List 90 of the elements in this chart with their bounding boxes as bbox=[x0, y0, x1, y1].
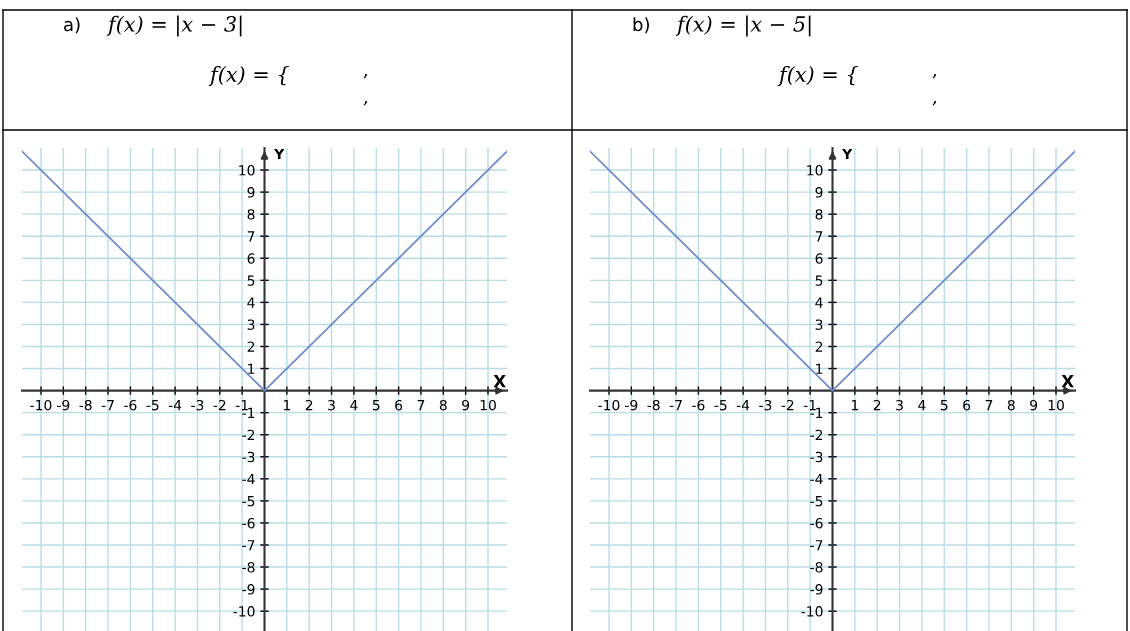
x-tick-label: 2 bbox=[873, 399, 881, 411]
y-tick-label: -9 bbox=[242, 584, 255, 595]
x-tick-label: 6 bbox=[395, 399, 403, 411]
y-tick-label: 9 bbox=[815, 187, 823, 198]
y-tick-label: 8 bbox=[247, 209, 255, 220]
x-axis-title: X bbox=[1061, 374, 1074, 388]
x-tick-label: 9 bbox=[1030, 399, 1038, 411]
x-tick-label: 8 bbox=[439, 399, 447, 411]
y-tick-label: -9 bbox=[810, 584, 823, 595]
y-tick-label: 10 bbox=[239, 165, 255, 176]
text: f(x) = { bbox=[777, 65, 858, 87]
x-tick-label: 2 bbox=[305, 399, 313, 411]
y-tick-label: -6 bbox=[810, 517, 823, 529]
y-tick-label: -5 bbox=[810, 496, 823, 507]
y-tick-label: 1 bbox=[816, 363, 823, 374]
x-tick-label: 5 bbox=[372, 400, 380, 411]
y-tick-label: -8 bbox=[242, 562, 255, 573]
x-tick-label: 7 bbox=[417, 400, 425, 411]
x-tick-label: 6 bbox=[963, 399, 971, 411]
y-tick-label: -6 bbox=[242, 517, 255, 529]
x-tick-label: -9 bbox=[57, 399, 70, 411]
x-tick-label: -4 bbox=[168, 400, 182, 411]
x-tick-label: -8 bbox=[647, 399, 660, 411]
x-axis-title: X bbox=[493, 374, 506, 388]
x-tick-label: -6 bbox=[124, 399, 137, 411]
x-tick-label: -10 bbox=[30, 399, 52, 411]
y-tick-label: 6 bbox=[815, 253, 823, 264]
y-tick-label: -4 bbox=[242, 473, 255, 485]
y-tick-label: -10 bbox=[233, 606, 255, 617]
x-tick-label: 10 bbox=[480, 399, 496, 411]
x-tick-label: -2 bbox=[781, 399, 794, 411]
y-tick-label: 7 bbox=[815, 231, 823, 242]
x-tick-label: -4 bbox=[736, 400, 750, 411]
y-tick-label: 4 bbox=[815, 297, 823, 308]
text: , bbox=[932, 100, 936, 106]
chart-subtitle: f(x) = |x − 3| bbox=[106, 15, 242, 37]
y-tick-label: -5 bbox=[242, 496, 255, 507]
y-axis-title: Y bbox=[842, 148, 853, 160]
x-tick-label: -2 bbox=[213, 399, 226, 411]
y-tick-label: 3 bbox=[815, 319, 823, 330]
y-tick-label: 3 bbox=[247, 319, 255, 330]
y-tick-label: -4 bbox=[810, 473, 823, 485]
y-tick-label: 1 bbox=[248, 363, 255, 374]
y-tick-label: 2 bbox=[815, 341, 823, 352]
x-tick-label: -6 bbox=[692, 399, 705, 411]
y-tick-label: -3 bbox=[810, 451, 823, 463]
y-tick-label: -3 bbox=[242, 451, 255, 463]
x-tick-label: -3 bbox=[759, 399, 772, 411]
y-tick-label: 9 bbox=[247, 187, 255, 198]
y-tick-label: 6 bbox=[247, 253, 255, 264]
y-tick-label: -10 bbox=[801, 606, 823, 617]
text: , bbox=[932, 73, 936, 79]
x-tick-label: 4 bbox=[350, 400, 358, 411]
x-tick-label: 7 bbox=[985, 400, 993, 411]
chart-subtitle: f(x) = |x − 5| bbox=[675, 15, 811, 37]
y-tick-label: -7 bbox=[810, 540, 823, 551]
x-tick-label: -7 bbox=[669, 400, 682, 411]
x-tick-label: 3 bbox=[896, 399, 903, 411]
text: f(x) = { bbox=[208, 65, 289, 87]
x-tick-label: 8 bbox=[1007, 399, 1015, 411]
x-tick-label: 5 bbox=[940, 400, 948, 411]
y-tick-label: -2 bbox=[810, 429, 823, 440]
y-tick-label: 4 bbox=[247, 297, 255, 308]
x-tick-label: 9 bbox=[462, 399, 470, 411]
y-tick-label: 10 bbox=[807, 165, 823, 176]
x-tick-label: -10 bbox=[598, 399, 620, 411]
x-tick-label: -7 bbox=[101, 400, 114, 411]
y-tick-label: 2 bbox=[247, 341, 255, 352]
x-tick-label: -5 bbox=[146, 400, 159, 411]
chart-title: b) bbox=[633, 17, 649, 34]
y-tick-label: 5 bbox=[247, 275, 255, 286]
x-tick-label: 1 bbox=[283, 400, 290, 411]
y-tick-label: 8 bbox=[815, 209, 823, 220]
text: , bbox=[363, 73, 367, 79]
x-tick-label: -8 bbox=[79, 399, 92, 411]
text: , bbox=[363, 100, 367, 106]
y-tick-label: 5 bbox=[815, 275, 823, 286]
y-axis-title: Y bbox=[274, 148, 285, 160]
x-tick-label: 4 bbox=[918, 400, 926, 411]
x-tick-label: 10 bbox=[1048, 399, 1064, 411]
chart-title: a) bbox=[64, 17, 80, 34]
x-tick-label: 3 bbox=[328, 399, 335, 411]
y-tick-label: 7 bbox=[247, 231, 255, 242]
y-tick-label: -7 bbox=[242, 540, 255, 551]
x-tick-label: 1 bbox=[851, 400, 858, 411]
x-tick-label: -5 bbox=[714, 400, 727, 411]
y-tick-label: -2 bbox=[242, 429, 255, 440]
y-tick-label: -8 bbox=[810, 562, 823, 573]
x-tick-label: -9 bbox=[625, 399, 638, 411]
x-tick-label: -3 bbox=[191, 399, 204, 411]
